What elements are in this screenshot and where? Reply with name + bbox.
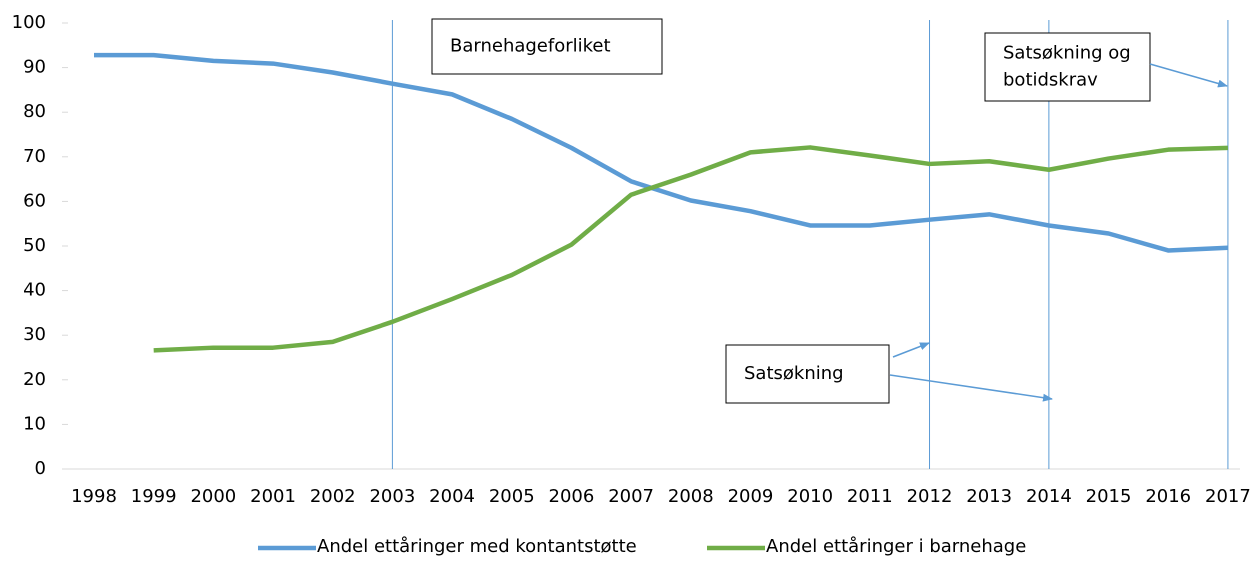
x-tick-label: 2010 (787, 486, 833, 507)
x-tick-label: 2000 (190, 486, 236, 507)
y-tick-label: 80 (23, 101, 46, 122)
x-tick-label: 2002 (310, 486, 356, 507)
x-tick-label: 2003 (369, 486, 415, 507)
x-tick-label: 2016 (1145, 486, 1191, 507)
x-tick-label: 2014 (1026, 486, 1072, 507)
annotation-arrows (889, 63, 1228, 402)
x-tick-label: 1999 (131, 486, 177, 507)
arrow (892, 342, 930, 358)
y-tick-label: 70 (23, 146, 46, 167)
arrow (1149, 63, 1228, 88)
x-tick-label: 2015 (1086, 486, 1132, 507)
y-tick-label: 30 (23, 324, 46, 345)
y-tick-label: 90 (23, 57, 46, 78)
annotation-text: Barnehageforliket (450, 36, 611, 57)
x-tick-label: 2012 (907, 486, 953, 507)
annotation-box (431, 18, 663, 75)
annotation-box (725, 344, 890, 404)
x-tick-label: 2017 (1205, 486, 1251, 507)
y-tick-label: 20 (23, 369, 46, 390)
y-tick-label: 50 (23, 235, 46, 256)
annotation-box (984, 32, 1151, 102)
x-tick-label: 2001 (250, 486, 296, 507)
x-tick-label: 2008 (668, 486, 714, 507)
annotation-text: Satsøkning (744, 363, 844, 384)
y-tick-label: 0 (35, 458, 46, 479)
y-tick-label: 40 (23, 280, 46, 301)
legend-label: Andel ettåringer i barnehage (766, 536, 1026, 557)
y-tick-label: 60 (23, 190, 46, 211)
x-tick-label: 2004 (429, 486, 475, 507)
x-tick-label: 2007 (608, 486, 654, 507)
series-line (153, 145, 1228, 353)
annotation-text: botidskrav (1003, 70, 1098, 91)
y-tick-label: 10 (23, 413, 46, 434)
x-tick-label: 2013 (966, 486, 1012, 507)
x-tick-label: 2009 (728, 486, 774, 507)
y-tick-label: 100 (12, 12, 46, 33)
x-tick-label: 2011 (847, 486, 893, 507)
x-tick-label: 1998 (71, 486, 117, 507)
legend-label: Andel ettåringer med kontantstøtte (317, 536, 637, 557)
x-tick-label: 2005 (489, 486, 535, 507)
x-tick-label: 2006 (549, 486, 595, 507)
annotation-text: Satsøkning og (1003, 43, 1131, 64)
series-line (94, 52, 1229, 253)
arrow (889, 374, 1053, 402)
